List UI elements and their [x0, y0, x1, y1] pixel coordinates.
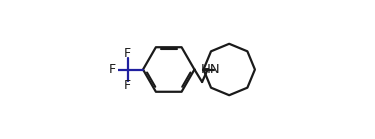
- Text: HN: HN: [200, 63, 220, 76]
- Text: F: F: [124, 79, 131, 92]
- Text: F: F: [108, 63, 115, 76]
- Text: F: F: [124, 47, 131, 60]
